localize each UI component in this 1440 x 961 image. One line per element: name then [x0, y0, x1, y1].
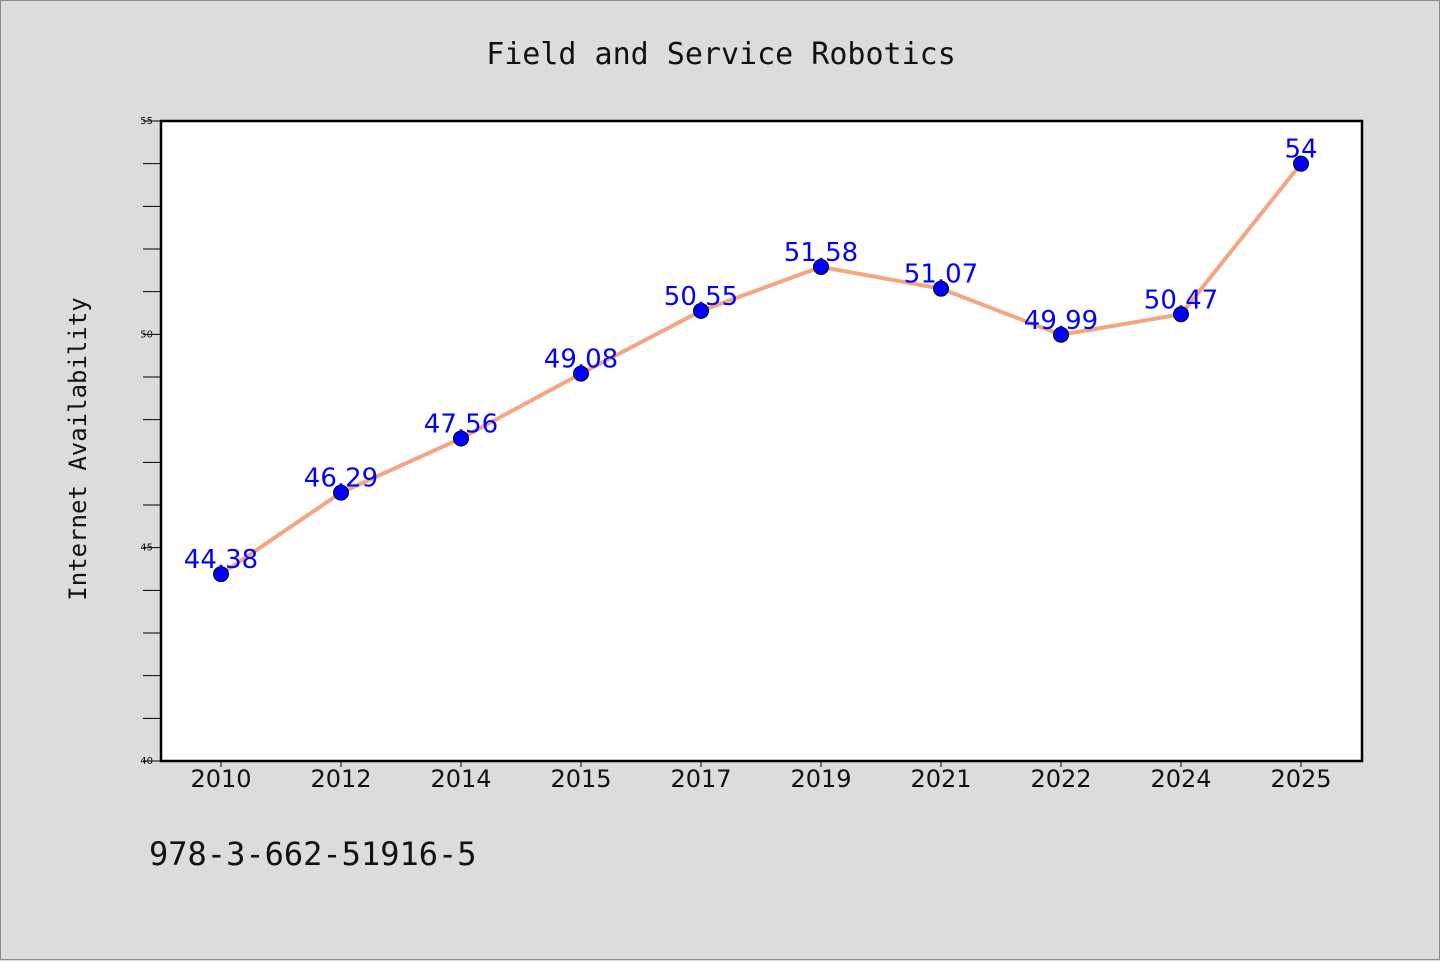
data-label: 50.47 — [1144, 285, 1218, 315]
data-label: 54 — [1284, 135, 1317, 165]
x-tick-label: 2014 — [430, 765, 491, 793]
data-label: 46.29 — [304, 464, 378, 494]
x-tick-label: 2024 — [1150, 765, 1211, 793]
y-axis-label: Internet Availability — [64, 297, 92, 600]
data-point — [573, 365, 589, 382]
x-tick-label: 2022 — [1030, 765, 1091, 793]
isbn-footer: 978-3-662-51916-5 — [149, 835, 477, 873]
data-point — [1053, 326, 1069, 343]
data-labels: 44.38 46.29 47.56 49.08 50.55 51.58 51.07 49.99… — [184, 135, 1318, 575]
x-tick-label: 2010 — [190, 765, 251, 793]
y-tick-label: 50 — [140, 329, 153, 340]
data-point — [1173, 306, 1189, 323]
data-point — [813, 258, 829, 275]
y-axis: 40 45 50 55 — [140, 116, 161, 767]
data-point — [213, 566, 229, 583]
data-label: 49.08 — [544, 345, 618, 375]
y-tick-label: 55 — [140, 116, 153, 127]
data-label: 49.99 — [1024, 306, 1098, 336]
data-label: 50.55 — [664, 282, 738, 312]
x-tick-label: 2021 — [910, 765, 971, 793]
x-tick-label: 2015 — [550, 765, 611, 793]
data-label: 47.56 — [424, 409, 498, 439]
data-point — [933, 280, 949, 297]
data-point — [333, 484, 349, 501]
data-label: 44.38 — [184, 545, 258, 575]
x-tick-label: 2017 — [670, 765, 731, 793]
data-point — [693, 302, 709, 319]
series-line — [219, 162, 1303, 576]
y-tick-label: 40 — [140, 756, 153, 767]
data-label: 51.58 — [784, 238, 858, 268]
data-point — [453, 430, 469, 447]
x-tick-label: 2012 — [310, 765, 371, 793]
y-tick-label: 45 — [140, 543, 153, 554]
x-tick-label: 2019 — [790, 765, 851, 793]
data-point — [1293, 155, 1309, 172]
data-label: 51.07 — [904, 260, 978, 290]
plot-area — [159, 119, 1364, 763]
x-axis: 2010 2012 2014 2015 2017 2019 2021 2022 2024 2025 — [190, 761, 1332, 793]
x-tick-label: 2025 — [1270, 765, 1331, 793]
chart-title: Field and Service Robotics — [486, 37, 956, 72]
series-internet-availability — [213, 155, 1309, 583]
